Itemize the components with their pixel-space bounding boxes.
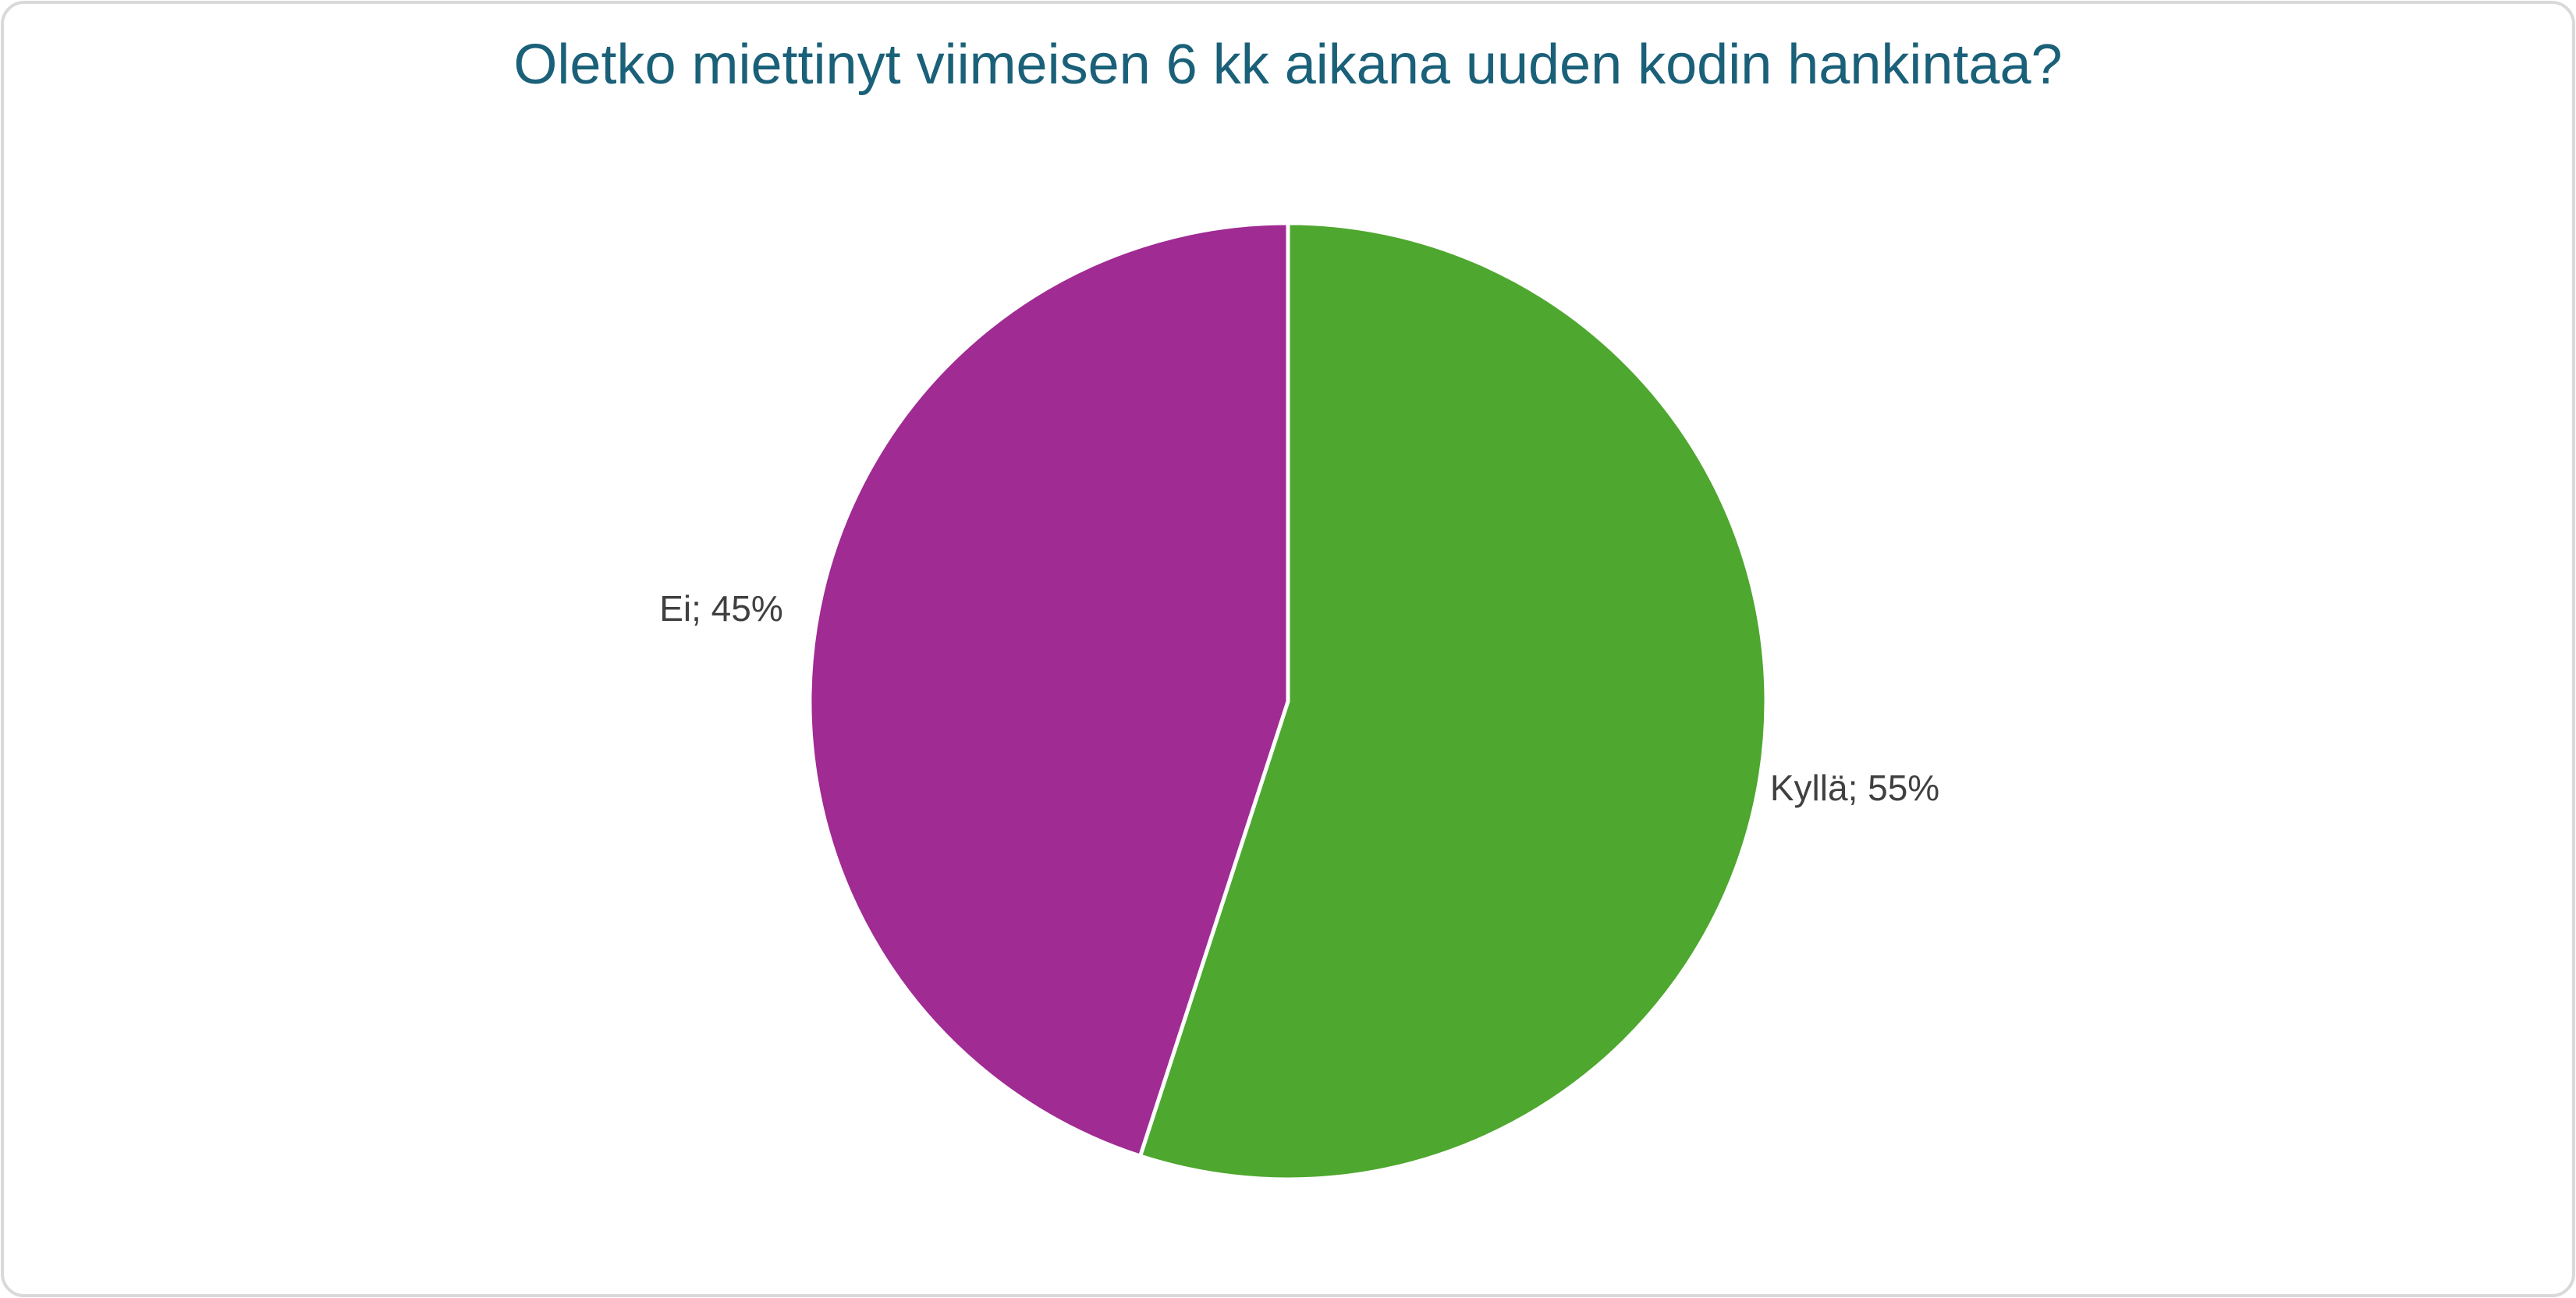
data-label: Kyllä; 55% — [1770, 768, 1939, 808]
data-label: Ei; 45% — [659, 588, 783, 629]
pie-slice — [1138, 221, 1769, 1182]
chart-title: Oletko miettinyt viimeisen 6 kk aikana u… — [513, 34, 2062, 96]
pie-slice — [807, 221, 1290, 1158]
